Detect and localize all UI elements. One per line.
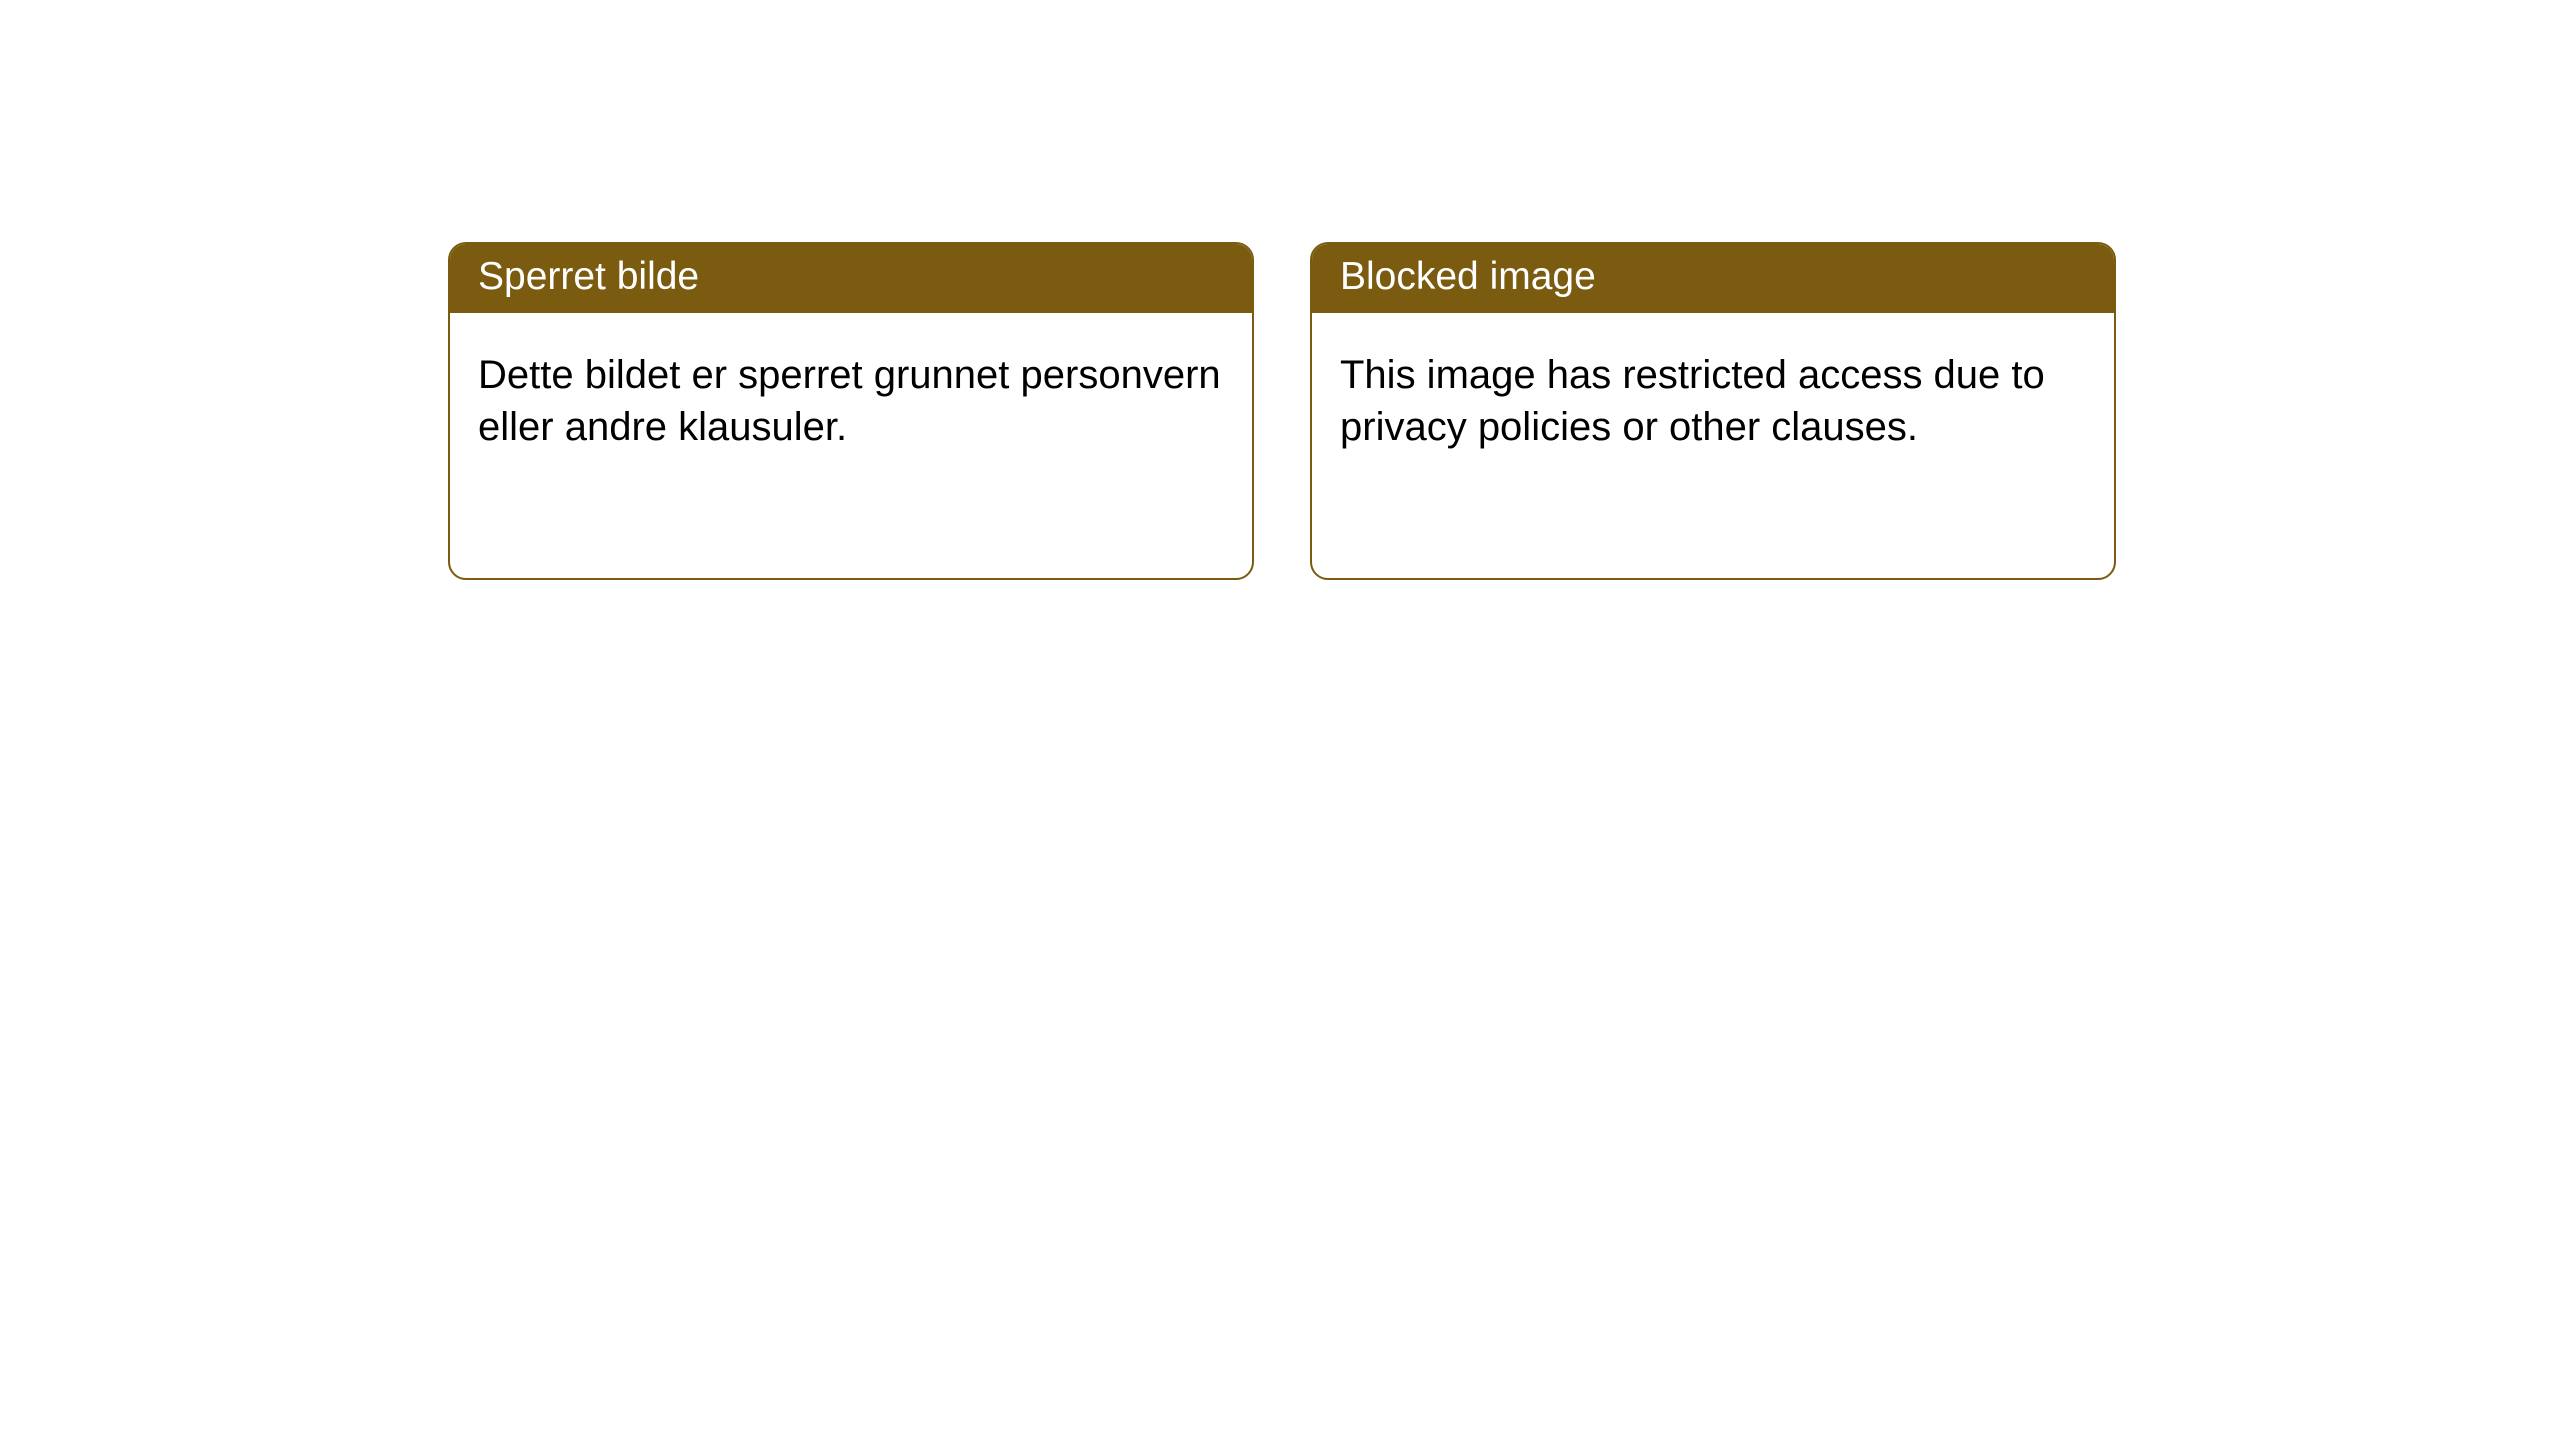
notice-header: Blocked image (1312, 244, 2114, 313)
notice-header: Sperret bilde (450, 244, 1252, 313)
notice-card-english: Blocked image This image has restricted … (1310, 242, 2116, 580)
notice-container: Sperret bilde Dette bildet er sperret gr… (0, 0, 2560, 580)
notice-body: This image has restricted access due to … (1312, 313, 2114, 473)
notice-body: Dette bildet er sperret grunnet personve… (450, 313, 1252, 473)
notice-card-norwegian: Sperret bilde Dette bildet er sperret gr… (448, 242, 1254, 580)
